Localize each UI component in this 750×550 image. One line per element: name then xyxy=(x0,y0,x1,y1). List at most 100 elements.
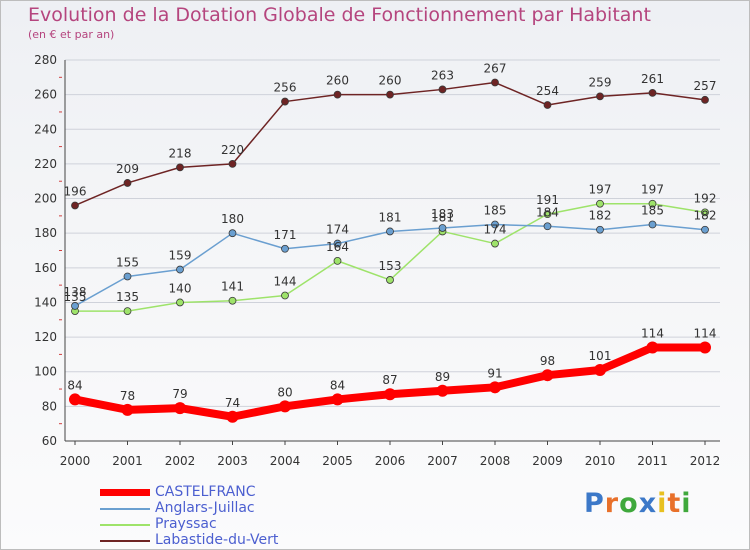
data-label-prayssac-2001: 135 xyxy=(116,290,139,304)
data-label-anglars-juillac-2007: 183 xyxy=(431,207,454,221)
data-label-castelfranc-2009: 98 xyxy=(540,354,555,368)
data-label-anglars-juillac-2008: 185 xyxy=(484,204,507,218)
data-label-labastide-du-vert-2007: 263 xyxy=(431,68,454,82)
data-point-castelfranc-2002 xyxy=(174,402,186,415)
data-label-prayssac-2005: 164 xyxy=(326,240,349,254)
data-label-anglars-juillac-2012: 182 xyxy=(694,209,717,223)
x-tick-label-2008: 2008 xyxy=(480,454,511,468)
data-label-anglars-juillac-2003: 180 xyxy=(221,212,244,226)
data-label-castelfranc-2001: 78 xyxy=(120,389,135,403)
data-point-castelfranc-2011 xyxy=(646,341,659,354)
data-point-labastide-du-vert-2007 xyxy=(438,85,447,94)
data-point-anglars-juillac-2006 xyxy=(386,227,394,236)
x-tick-label-2010: 2010 xyxy=(585,454,616,468)
data-point-anglars-juillac-2008 xyxy=(491,220,499,229)
data-label-anglars-juillac-2005: 174 xyxy=(326,223,349,237)
logo-letter: i xyxy=(657,488,668,519)
data-label-prayssac-2008: 174 xyxy=(484,223,507,237)
data-label-anglars-juillac-2004: 171 xyxy=(274,228,297,242)
data-label-labastide-du-vert-2011: 261 xyxy=(641,72,664,86)
data-label-anglars-juillac-2006: 181 xyxy=(379,210,402,224)
data-label-castelfranc-2008: 91 xyxy=(487,366,502,380)
data-point-anglars-juillac-2004 xyxy=(281,244,289,253)
data-point-castelfranc-2004 xyxy=(279,400,291,413)
x-tick-label-2009: 2009 xyxy=(532,454,563,468)
data-point-labastide-du-vert-2005 xyxy=(333,90,342,99)
data-label-castelfranc-2005: 84 xyxy=(330,378,345,392)
logo-letter: t xyxy=(667,488,682,519)
y-tick-label-60: 60 xyxy=(42,434,57,448)
data-point-castelfranc-2012 xyxy=(699,341,711,354)
y-tick-label-140: 140 xyxy=(34,295,57,309)
logo-letter: o xyxy=(619,488,639,519)
data-label-castelfranc-2004: 80 xyxy=(277,385,292,399)
data-label-prayssac-2010: 197 xyxy=(589,183,612,197)
logo-letter: r xyxy=(604,488,620,519)
data-label-prayssac-2004: 144 xyxy=(274,275,297,289)
data-label-anglars-juillac-2009: 184 xyxy=(536,205,559,219)
data-point-anglars-juillac-2010 xyxy=(596,225,604,234)
data-point-anglars-juillac-2000 xyxy=(71,302,79,310)
data-label-prayssac-2009: 191 xyxy=(536,193,559,207)
data-point-prayssac-2010 xyxy=(596,199,604,208)
data-point-anglars-juillac-2012 xyxy=(701,225,709,234)
data-point-anglars-juillac-2005 xyxy=(333,239,342,248)
data-label-labastide-du-vert-2001: 209 xyxy=(116,162,139,176)
data-label-prayssac-2002: 140 xyxy=(169,281,192,295)
legend-swatch-castelfranc xyxy=(100,489,150,496)
chart-title: Evolution de la Dotation Globale de Fonc… xyxy=(28,4,651,26)
data-point-castelfranc-2003 xyxy=(226,410,239,423)
data-point-prayssac-2001 xyxy=(123,307,132,316)
x-tick-label-2004: 2004 xyxy=(270,454,301,468)
data-label-castelfranc-2011: 114 xyxy=(641,326,664,340)
data-label-labastide-du-vert-2000: 196 xyxy=(64,184,87,198)
data-label-anglars-juillac-2010: 182 xyxy=(589,209,612,223)
y-tick-label-260: 260 xyxy=(34,88,57,102)
data-point-prayssac-2011 xyxy=(648,199,657,208)
data-point-anglars-juillac-2001 xyxy=(123,272,132,281)
data-point-prayssac-2009 xyxy=(543,210,552,219)
proxiti-logo: Proxiti xyxy=(584,488,692,519)
data-point-castelfranc-2008 xyxy=(489,381,501,394)
data-label-castelfranc-2012: 114 xyxy=(694,326,717,340)
data-label-castelfranc-2002: 79 xyxy=(172,387,187,401)
data-label-prayssac-2007: 181 xyxy=(431,210,454,224)
legend-swatch-prayssac xyxy=(100,524,150,526)
data-point-castelfranc-2005 xyxy=(331,393,344,406)
data-point-prayssac-2005 xyxy=(333,256,342,265)
data-point-prayssac-2008 xyxy=(491,239,499,248)
data-label-anglars-juillac-2011: 185 xyxy=(641,204,664,218)
data-label-labastide-du-vert-2010: 259 xyxy=(589,75,612,89)
x-tick-label-2001: 2001 xyxy=(112,454,143,468)
data-label-prayssac-2000: 135 xyxy=(64,290,87,304)
data-point-prayssac-2004 xyxy=(281,291,289,300)
data-point-anglars-juillac-2007 xyxy=(438,224,447,232)
x-tick-label-2000: 2000 xyxy=(60,454,91,468)
data-label-castelfranc-2010: 101 xyxy=(589,349,612,363)
data-point-anglars-juillac-2009 xyxy=(543,222,552,231)
data-label-prayssac-2011: 197 xyxy=(641,183,664,197)
data-point-labastide-du-vert-2000 xyxy=(71,201,79,210)
data-point-castelfranc-2006 xyxy=(384,388,396,401)
y-tick-label-200: 200 xyxy=(34,192,57,206)
data-point-labastide-du-vert-2008 xyxy=(491,78,499,87)
data-label-castelfranc-2006: 87 xyxy=(382,373,397,387)
data-point-labastide-du-vert-2002 xyxy=(176,163,184,172)
y-tick-label-180: 180 xyxy=(34,226,57,240)
data-label-labastide-du-vert-2009: 254 xyxy=(536,84,559,98)
data-label-prayssac-2012: 192 xyxy=(694,191,717,205)
data-point-labastide-du-vert-2009 xyxy=(543,101,552,109)
x-tick-label-2012: 2012 xyxy=(690,454,721,468)
y-tick-label-120: 120 xyxy=(34,330,57,344)
data-point-prayssac-2012 xyxy=(701,208,709,217)
data-label-labastide-du-vert-2002: 218 xyxy=(169,146,192,160)
data-point-labastide-du-vert-2003 xyxy=(228,160,237,168)
x-tick-label-2006: 2006 xyxy=(375,454,406,468)
data-point-anglars-juillac-2003 xyxy=(228,229,237,238)
y-tick-label-100: 100 xyxy=(34,365,57,379)
data-label-prayssac-2003: 141 xyxy=(221,280,244,294)
legend-label-prayssac: Prayssac xyxy=(155,516,217,532)
data-label-labastide-du-vert-2005: 260 xyxy=(326,74,349,88)
data-point-anglars-juillac-2011 xyxy=(648,220,657,229)
data-point-castelfranc-2009 xyxy=(541,369,554,382)
